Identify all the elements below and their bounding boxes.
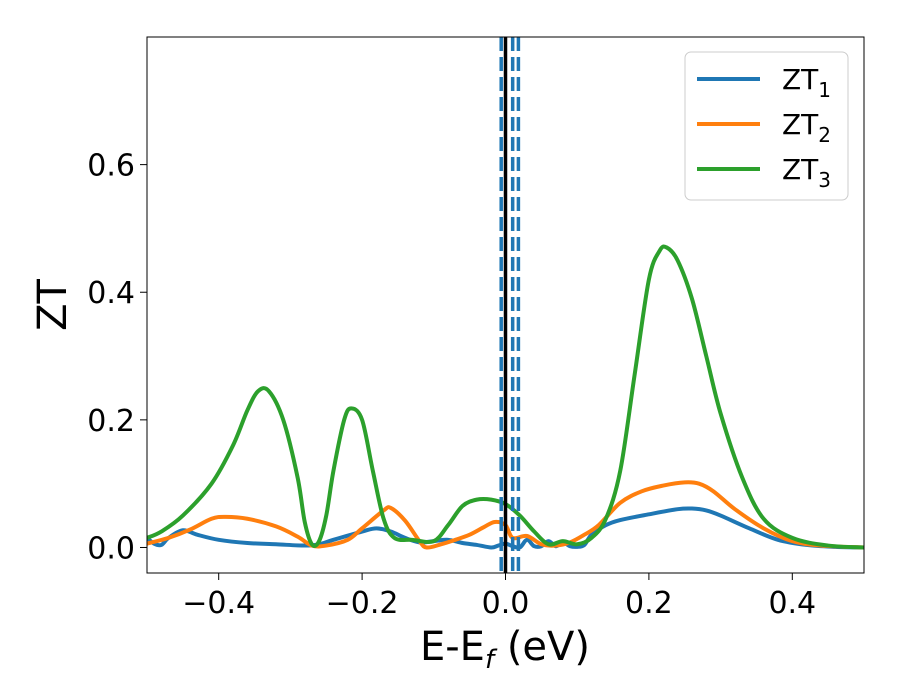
legend-box <box>684 51 849 201</box>
series-line-zt1 <box>147 506 864 550</box>
x-tick-label: 0.4 <box>768 586 816 621</box>
vertical-reference-lines <box>499 37 521 573</box>
y-tick-label: 0.0 <box>87 531 135 566</box>
series-line-zt3 <box>147 244 864 550</box>
legend: ZT1 ZT2 ZT3 <box>684 51 849 201</box>
y-axis-ticks: 0.0 0.2 0.4 0.6 <box>87 149 147 566</box>
x-tick-label: 0.0 <box>482 586 530 621</box>
x-axis-label: E-Ef (eV) <box>420 624 590 675</box>
plot-area <box>147 37 864 573</box>
series-lines <box>147 244 864 550</box>
x-tick-label: −0.4 <box>182 586 255 621</box>
series-line-zt2 <box>147 480 864 550</box>
y-axis-label: ZT <box>30 279 76 331</box>
legend-label-zt1: ZT1 <box>782 63 831 102</box>
x-axis-ticks: −0.4 −0.2 0.0 0.2 0.4 <box>182 573 816 621</box>
legend-label-zt3: ZT3 <box>782 153 831 192</box>
x-tick-label: 0.2 <box>625 586 673 621</box>
y-tick-label: 0.2 <box>87 404 135 439</box>
x-tick-label: −0.2 <box>326 586 399 621</box>
y-tick-label: 0.6 <box>87 149 135 184</box>
y-tick-label: 0.4 <box>87 276 135 311</box>
legend-label-zt2: ZT2 <box>782 108 831 147</box>
